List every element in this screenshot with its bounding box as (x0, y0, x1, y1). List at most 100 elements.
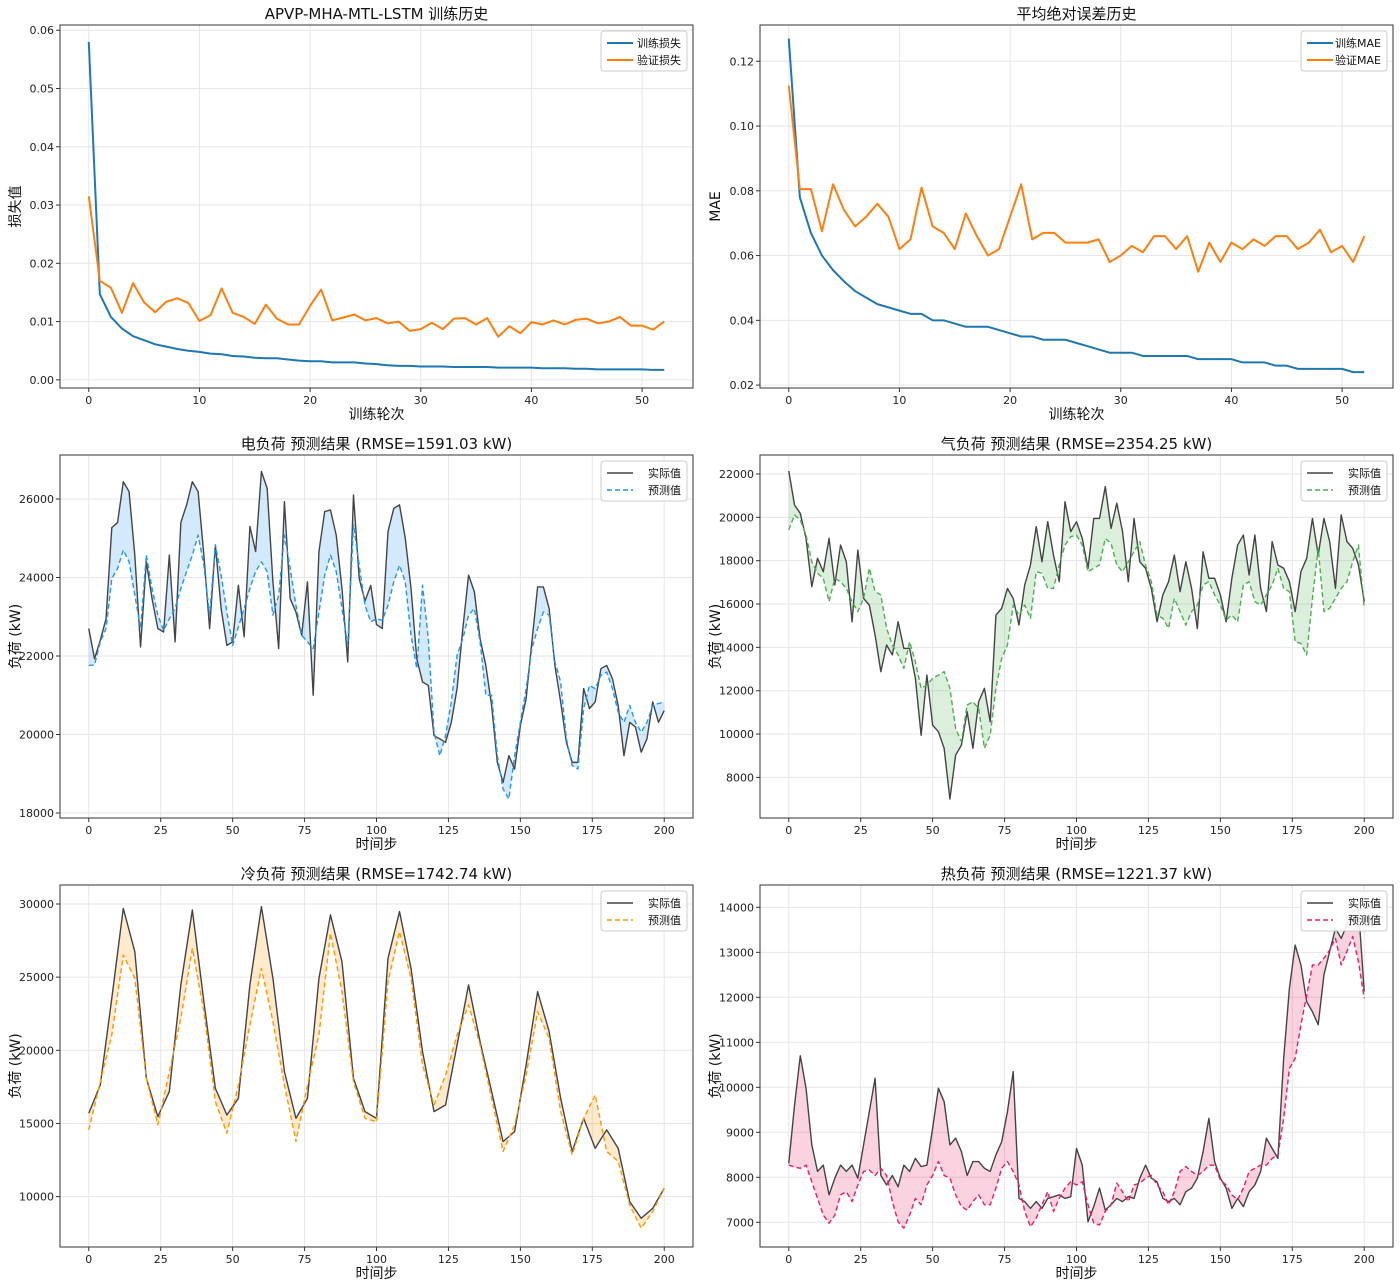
y-tick-label: 18000 (19, 807, 54, 820)
chart-title: APVP-MHA-MTL-LSTM 训练历史 (265, 5, 489, 23)
x-tick-label: 175 (582, 824, 603, 837)
x-tick-label: 75 (998, 824, 1012, 837)
x-tick-label: 100 (1066, 1253, 1087, 1266)
y-tick-label: 12000 (719, 991, 754, 1004)
y-tick-label: 30000 (19, 898, 54, 911)
y-axis-label: 负荷 (kW) (8, 1033, 24, 1098)
y-tick-label: 10000 (719, 1081, 754, 1094)
y-tick-label: 14000 (719, 901, 754, 914)
y-tick-label: 14000 (719, 641, 754, 654)
x-tick-label: 30 (414, 394, 428, 407)
x-tick-label: 175 (1282, 824, 1303, 837)
y-tick-label: 0.06 (30, 24, 55, 37)
legend-label: 预测值 (648, 484, 681, 497)
legend-label: 训练损失 (637, 36, 681, 50)
y-tick-label: 25000 (19, 971, 54, 984)
legend-label: 实际值 (648, 896, 681, 910)
x-tick-label: 75 (998, 1253, 1012, 1266)
series-line-secondary (87, 196, 665, 338)
x-axis-label: 训练轮次 (1049, 407, 1105, 423)
legend-box (600, 890, 688, 932)
x-tick-label: 50 (226, 824, 240, 837)
y-tick-label: 0.03 (30, 199, 55, 212)
legend-label: 验证MAE (1335, 53, 1381, 67)
y-tick-label: 0.08 (730, 185, 755, 198)
legend-label: 实际值 (1348, 466, 1381, 480)
y-axis-label: 负荷 (kW) (8, 604, 24, 669)
x-tick-label: 25 (154, 1253, 168, 1266)
chart-panel-3: 0 25 50 75 100 125 150 175 200 18000 20000 22000 240… (8, 435, 694, 853)
x-tick-label: 125 (1138, 824, 1159, 837)
legend-box (1300, 890, 1388, 932)
legend-label: 训练MAE (1335, 36, 1381, 50)
x-tick-label: 100 (366, 824, 387, 837)
chart-panel-6: 0 25 50 75 100 125 150 175 200 7000 8000 9000 10000 1… (708, 865, 1394, 1282)
error-fill-area (788, 470, 1365, 800)
x-tick-label: 10 (892, 394, 906, 407)
y-tick-label: 0.04 (30, 141, 55, 154)
y-tick-label: 16000 (719, 598, 754, 611)
x-tick-label: 200 (654, 824, 675, 837)
x-tick-label: 75 (298, 824, 312, 837)
y-tick-label: 0.12 (730, 55, 755, 68)
y-tick-label: 22000 (19, 650, 54, 663)
y-tick-label: 0.04 (730, 314, 755, 327)
series-line-primary (788, 907, 1365, 1223)
x-tick-label: 0 (785, 824, 792, 837)
x-tick-label: 40 (1224, 394, 1238, 407)
x-tick-label: 25 (854, 1253, 868, 1266)
y-axis-label: 负荷 (kW) (708, 604, 724, 669)
legend: 训练MAE 验证MAE (1300, 30, 1388, 72)
x-tick-label: 40 (524, 394, 538, 407)
legend-label: 预测值 (1348, 484, 1381, 497)
y-tick-label: 18000 (719, 555, 754, 568)
chart-title: 平均绝对误差历史 (1016, 5, 1136, 23)
x-tick-label: 175 (1282, 1253, 1303, 1266)
series-line-primary (87, 41, 665, 371)
y-tick-label: 13000 (719, 946, 754, 959)
legend-box (1300, 460, 1388, 502)
y-tick-label: 0.01 (30, 316, 55, 329)
x-tick-label: 50 (635, 394, 649, 407)
chart-title: 热负荷 预测结果 (RMSE=1221.37 kW) (941, 865, 1213, 883)
legend-label: 实际值 (1348, 896, 1381, 910)
legend-box (600, 460, 688, 502)
y-tick-label: 15000 (19, 1117, 54, 1130)
y-tick-label: 10000 (19, 1191, 54, 1204)
y-tick-label: 20000 (19, 1044, 54, 1057)
chart-title: 电负荷 预测结果 (RMSE=1591.03 kW) (241, 435, 513, 453)
x-tick-label: 200 (1354, 1253, 1375, 1266)
y-tick-label: 0.00 (30, 374, 55, 387)
y-tick-label: 8000 (726, 771, 754, 784)
axes-frame (759, 24, 1394, 389)
y-tick-label: 10000 (719, 728, 754, 741)
x-tick-label: 10 (192, 394, 206, 407)
legend-label: 验证损失 (637, 53, 681, 67)
x-tick-label: 0 (85, 824, 92, 837)
chart-title: 气负荷 预测结果 (RMSE=2354.25 kW) (941, 435, 1213, 453)
axes-frame (59, 24, 694, 389)
x-tick-label: 200 (654, 1253, 675, 1266)
x-tick-label: 75 (298, 1253, 312, 1266)
y-tick-label: 20000 (19, 729, 54, 742)
y-tick-label: 11000 (719, 1036, 754, 1049)
x-axis-label: 训练轮次 (349, 407, 405, 423)
x-tick-label: 150 (1210, 824, 1231, 837)
y-tick-label: 12000 (719, 685, 754, 698)
y-tick-label: 8000 (726, 1171, 754, 1184)
x-tick-label: 20 (303, 394, 317, 407)
x-axis-label: 时间步 (356, 1266, 398, 1282)
x-tick-label: 150 (510, 1253, 531, 1266)
x-tick-label: 50 (926, 1253, 940, 1266)
x-tick-label: 125 (438, 1253, 459, 1266)
x-tick-label: 30 (1114, 394, 1128, 407)
x-tick-label: 0 (85, 394, 92, 407)
y-tick-label: 20000 (719, 511, 754, 524)
y-axis-label: 负荷 (kW) (708, 1033, 724, 1098)
series-line-secondary (788, 514, 1365, 750)
chart-panel-2: 0 10 20 30 40 50 0.02 0.04 0.06 0.08 0.10 0.12 平均绝对误… (708, 5, 1394, 423)
